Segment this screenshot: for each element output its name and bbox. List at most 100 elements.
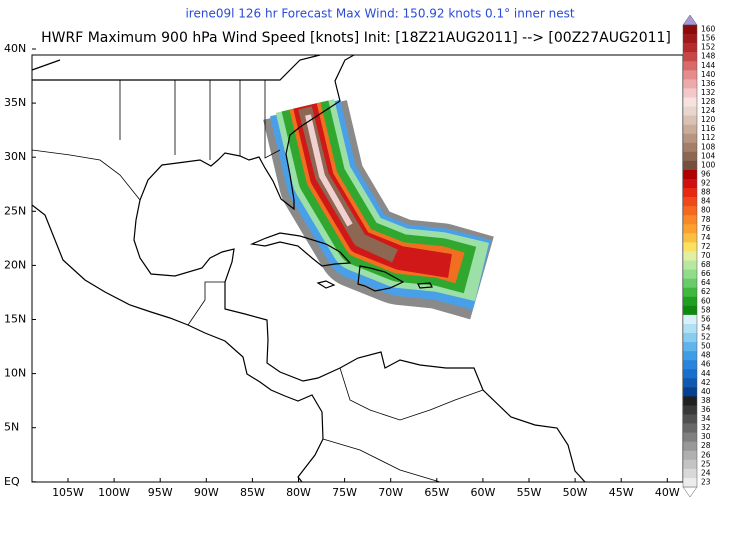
lat-label: 10N [4, 367, 26, 380]
lat-label: EQ [4, 475, 20, 488]
colorbar-swatch [683, 396, 697, 406]
colorbar-label: 50 [701, 342, 711, 351]
colorbar-label: 112 [701, 133, 716, 142]
colorbar-swatch [683, 242, 697, 252]
colorbar-swatch [683, 342, 697, 352]
colorbar-swatch [683, 52, 697, 62]
lon-label: 80W [286, 486, 311, 499]
borders [31, 80, 484, 483]
colorbar-label: 120 [701, 115, 716, 124]
coastline-atlantic [133, 54, 586, 483]
colorbar-label: 136 [701, 79, 716, 88]
colorbar-swatch [683, 206, 697, 216]
colorbar-label: 72 [701, 242, 711, 251]
colorbar-label: 124 [701, 106, 716, 115]
colorbar-label: 160 [701, 25, 716, 34]
colorbar-label: 132 [701, 88, 716, 97]
lon-label: 60W [470, 486, 495, 499]
colorbar-label: 30 [701, 432, 711, 441]
lat-label: 35N [4, 96, 26, 109]
state-borders [119, 80, 281, 326]
colorbar-swatch [683, 369, 697, 379]
colorbar-label: 144 [701, 61, 716, 70]
lon-label: 75W [332, 486, 357, 499]
coastline-pacific [31, 204, 324, 483]
colorbar-label: 44 [701, 369, 711, 378]
colorbar-label: 58 [701, 305, 711, 314]
colorbar-label: 54 [701, 323, 711, 332]
colorbar-label: 64 [701, 278, 711, 287]
colorbar-swatch [683, 133, 697, 144]
hispaniola [357, 265, 405, 292]
colorbar-swatch [683, 142, 697, 153]
swath-core [305, 114, 353, 227]
colorbar-swatch [683, 468, 697, 479]
colorbar-swatch [683, 34, 697, 44]
colorbar-label: 156 [701, 34, 716, 43]
colorbar-label: 38 [701, 396, 711, 405]
colorbar-swatch [683, 115, 697, 125]
lon-label: 65W [424, 486, 449, 499]
colorbar-label: 74 [701, 233, 711, 242]
colorbar-label: 148 [701, 52, 716, 61]
us-mexico-border [31, 149, 141, 201]
colorbar-label: 104 [701, 151, 716, 160]
colorbar-label: 84 [701, 197, 711, 206]
lon-label: 55W [517, 486, 542, 499]
colorbar-label: 116 [701, 124, 716, 133]
colorbar-swatch [683, 414, 697, 424]
colorbar-swatch [683, 314, 697, 325]
colorbar-swatch [683, 179, 697, 189]
lon-label: 100W [98, 486, 130, 499]
colorbar: 1601561521481441401361321281241201161121… [682, 14, 716, 498]
lon-label: 50W [563, 486, 588, 499]
lon-label: 45W [609, 486, 634, 499]
colorbar-label: 36 [701, 405, 711, 414]
colorbar-swatch [683, 106, 697, 116]
colorbar-label: 26 [701, 450, 711, 459]
colorbar-label: 70 [701, 251, 711, 260]
longitude-labels: 105W 100W 95W 90W 85W 80W 75W 70W 65W 60W 55W 50W 45… [52, 478, 680, 499]
colorbar-swatch [683, 25, 697, 35]
colorbar-swatch [683, 477, 697, 488]
colorbar-label: 23 [701, 477, 711, 486]
subtitle: irene09l 126 hr Forecast Max Wind: 150.9… [185, 7, 574, 21]
colorbar-swatch [683, 43, 697, 53]
colorbar-swatch [683, 305, 697, 316]
colorbar-label: 96 [701, 169, 711, 178]
colorbar-swatch [683, 459, 697, 470]
colorbar-swatch [683, 323, 697, 334]
lon-label: 105W [52, 486, 84, 499]
lon-label: 90W [194, 486, 219, 499]
colorbar-swatch [683, 278, 697, 289]
colorbar-swatch [683, 97, 697, 107]
colorbar-label: 28 [701, 441, 711, 450]
colorbar-top-arrow [682, 14, 698, 26]
colorbar-swatch [683, 378, 697, 388]
colorbar-label: 88 [701, 188, 711, 197]
colorbar-label: 34 [701, 414, 711, 423]
lon-label: 85W [240, 486, 265, 499]
northern-coast [31, 54, 321, 81]
colorbar-label: 40 [701, 387, 711, 396]
map-area [31, 54, 684, 483]
wind-swath [263, 99, 494, 320]
colorbar-swatch [683, 260, 697, 270]
cuba [249, 232, 352, 267]
colorbar-label: 76 [701, 224, 711, 233]
colorbar-label: 92 [701, 179, 711, 188]
colorbar-label: 100 [701, 160, 716, 169]
colorbar-label: 42 [701, 378, 711, 387]
colorbar-swatch [683, 61, 697, 71]
colorbar-swatch [683, 351, 697, 361]
latitude-labels: 40N 35N 30N 25N 20N 15N 10N 5N EQ [4, 42, 36, 488]
colorbar-swatch [683, 151, 697, 162]
colorbar-label: 60 [701, 296, 711, 305]
colorbar-label: 78 [701, 215, 711, 224]
colorbar-label: 46 [701, 360, 711, 369]
colorbar-swatch [683, 79, 697, 89]
colorbar-label: 80 [701, 206, 711, 215]
colorbar-swatch [683, 70, 697, 80]
colorbar-swatch [683, 405, 697, 415]
